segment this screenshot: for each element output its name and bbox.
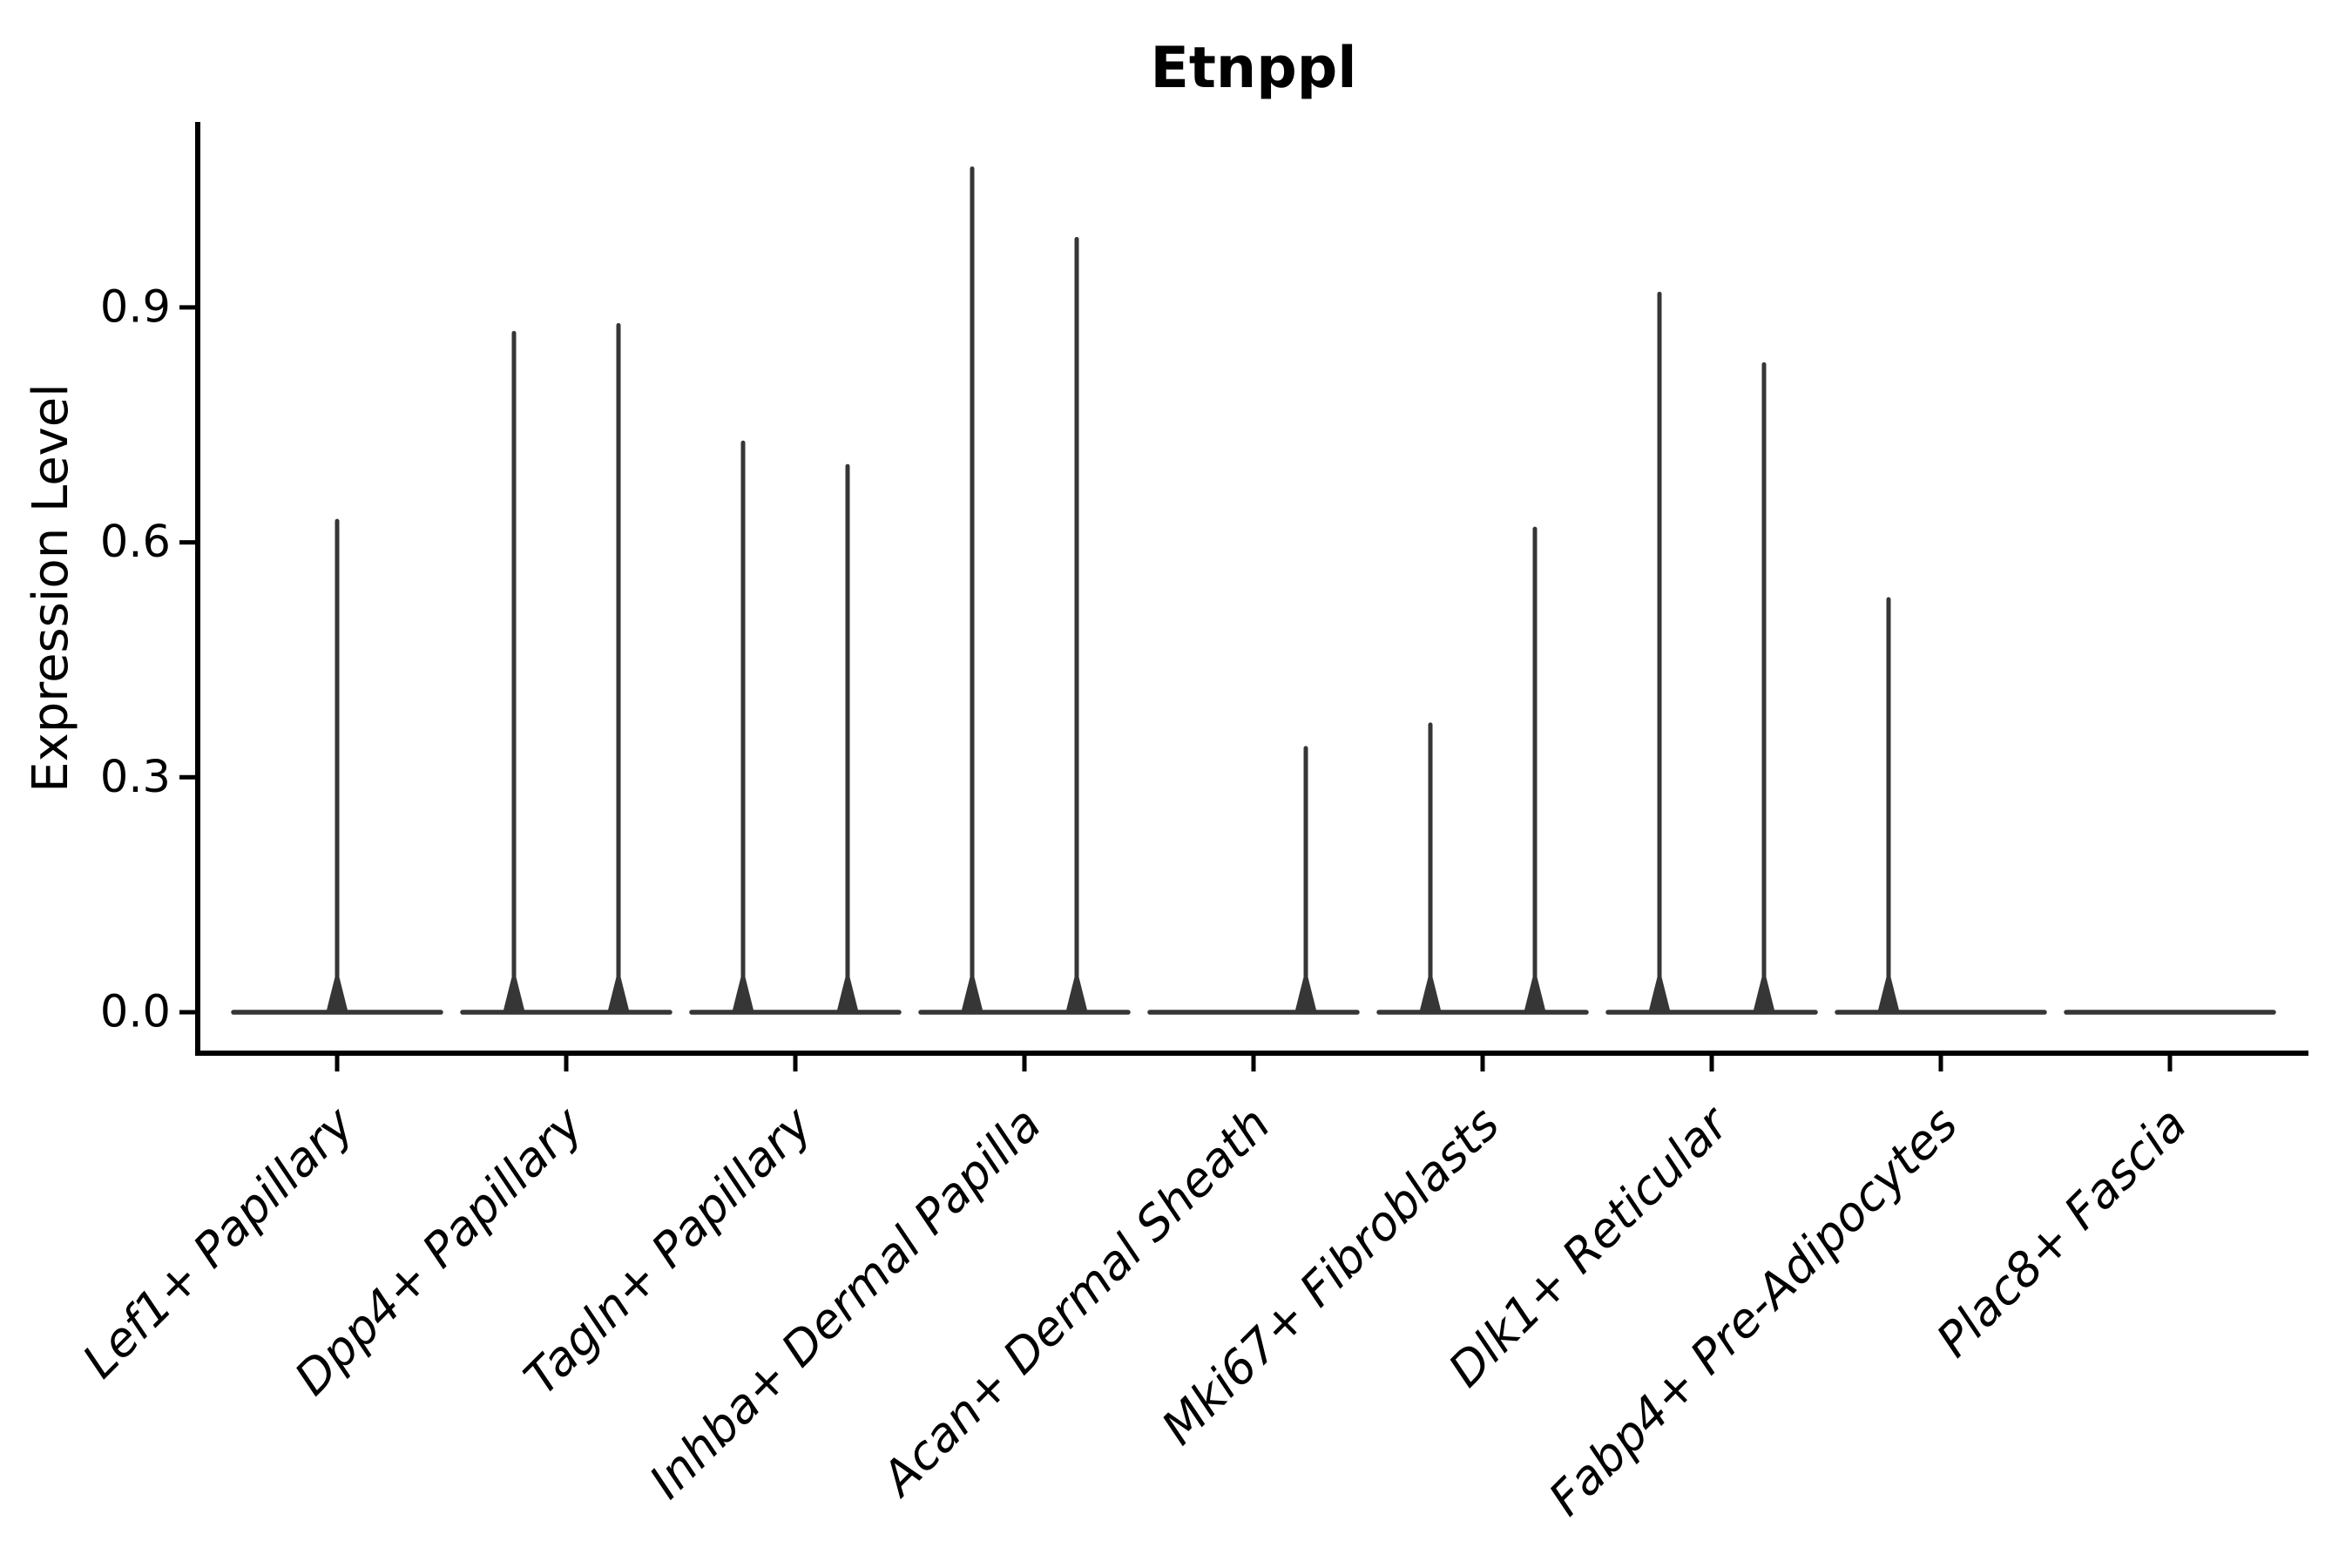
x-tick-label: Acan+ Dermal Sheath: [869, 1097, 1281, 1508]
x-tick-label: Plac8+ Fascia: [1926, 1097, 2197, 1368]
x-tick-label: Inhba+ Dermal Papilla: [639, 1097, 1051, 1510]
y-tick-label: 0.3: [100, 752, 171, 803]
y-tick-label: 0.0: [100, 987, 171, 1038]
y-tick-label: 0.6: [100, 517, 171, 568]
y-axis-ticks: 0.0 0.3 0.6 0.9: [100, 281, 195, 1038]
y-tick-label: 0.9: [100, 281, 171, 333]
x-tick-label: Fabp4+ Pre-Adipocytes: [1538, 1097, 1968, 1526]
chart-title: Etnppl: [1150, 36, 1356, 101]
y-axis-label: Expression Level: [23, 383, 79, 793]
violins-layer: [231, 166, 2276, 1015]
